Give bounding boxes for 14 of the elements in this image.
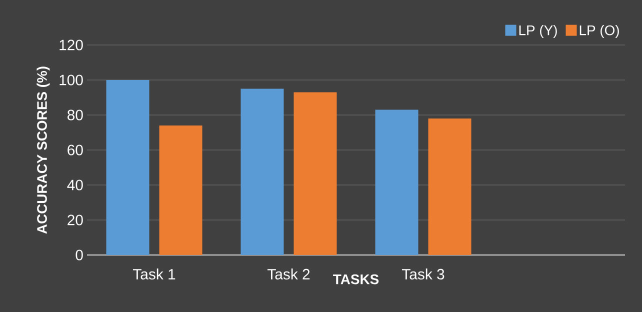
x-axis-title: TASKS xyxy=(333,274,379,284)
y-tick-label: 120 xyxy=(60,40,83,50)
y-axis-title: ACCURACY SCORES (%) xyxy=(36,66,50,234)
y-tick-label: 60 xyxy=(68,144,83,156)
y-tick-label: 100 xyxy=(60,74,83,86)
x-tick-label: Task 2 xyxy=(267,268,310,280)
y-tick-label: 20 xyxy=(68,214,83,226)
y-tick-label: 40 xyxy=(67,180,83,190)
legend-label: LP (Y) xyxy=(519,25,557,38)
y-tick-label: 80 xyxy=(68,110,83,120)
legend-label: LP (O) xyxy=(580,25,619,38)
x-tick-label: Task 3 xyxy=(402,268,444,280)
x-tick-label: Task 1 xyxy=(132,268,176,280)
y-tick-label: 0 xyxy=(76,250,83,260)
